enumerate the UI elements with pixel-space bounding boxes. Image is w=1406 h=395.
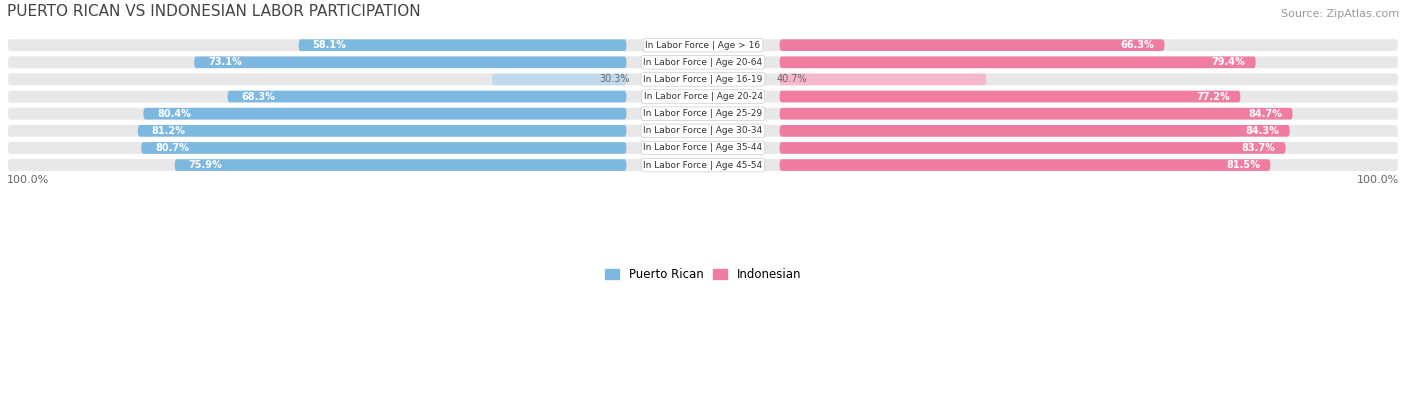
Text: 84.7%: 84.7% bbox=[1249, 109, 1282, 118]
FancyBboxPatch shape bbox=[7, 38, 1399, 52]
FancyBboxPatch shape bbox=[174, 159, 627, 171]
Text: 58.1%: 58.1% bbox=[312, 40, 346, 50]
Text: 83.7%: 83.7% bbox=[1241, 143, 1275, 153]
FancyBboxPatch shape bbox=[7, 55, 1399, 70]
FancyBboxPatch shape bbox=[228, 91, 627, 102]
Text: In Labor Force | Age 45-54: In Labor Force | Age 45-54 bbox=[644, 161, 762, 169]
FancyBboxPatch shape bbox=[779, 91, 1240, 102]
FancyBboxPatch shape bbox=[7, 107, 1399, 121]
FancyBboxPatch shape bbox=[298, 40, 627, 51]
Text: Source: ZipAtlas.com: Source: ZipAtlas.com bbox=[1281, 9, 1399, 19]
FancyBboxPatch shape bbox=[779, 125, 1289, 137]
Text: 100.0%: 100.0% bbox=[7, 175, 49, 186]
FancyBboxPatch shape bbox=[7, 90, 1399, 103]
Text: In Labor Force | Age 16-19: In Labor Force | Age 16-19 bbox=[644, 75, 762, 84]
Text: PUERTO RICAN VS INDONESIAN LABOR PARTICIPATION: PUERTO RICAN VS INDONESIAN LABOR PARTICI… bbox=[7, 4, 420, 19]
Legend: Puerto Rican, Indonesian: Puerto Rican, Indonesian bbox=[600, 263, 806, 286]
FancyBboxPatch shape bbox=[779, 108, 1292, 120]
FancyBboxPatch shape bbox=[138, 125, 627, 137]
Text: 30.3%: 30.3% bbox=[599, 74, 630, 85]
FancyBboxPatch shape bbox=[141, 142, 627, 154]
FancyBboxPatch shape bbox=[7, 158, 1399, 172]
Text: 80.7%: 80.7% bbox=[155, 143, 188, 153]
Text: 79.4%: 79.4% bbox=[1212, 57, 1246, 67]
Text: In Labor Force | Age 20-24: In Labor Force | Age 20-24 bbox=[644, 92, 762, 101]
Text: 81.5%: 81.5% bbox=[1226, 160, 1260, 170]
Text: 77.2%: 77.2% bbox=[1197, 92, 1230, 102]
Text: 68.3%: 68.3% bbox=[242, 92, 276, 102]
FancyBboxPatch shape bbox=[492, 73, 627, 85]
Text: In Labor Force | Age 35-44: In Labor Force | Age 35-44 bbox=[644, 143, 762, 152]
Text: 80.4%: 80.4% bbox=[157, 109, 191, 118]
Text: 40.7%: 40.7% bbox=[776, 74, 807, 85]
FancyBboxPatch shape bbox=[779, 142, 1285, 154]
Text: 81.2%: 81.2% bbox=[152, 126, 186, 136]
FancyBboxPatch shape bbox=[7, 72, 1399, 87]
Text: 73.1%: 73.1% bbox=[208, 57, 242, 67]
FancyBboxPatch shape bbox=[779, 40, 1164, 51]
Text: 66.3%: 66.3% bbox=[1121, 40, 1154, 50]
FancyBboxPatch shape bbox=[143, 108, 627, 120]
Text: In Labor Force | Age 25-29: In Labor Force | Age 25-29 bbox=[644, 109, 762, 118]
Text: 84.3%: 84.3% bbox=[1246, 126, 1279, 136]
Text: 75.9%: 75.9% bbox=[188, 160, 222, 170]
Text: 100.0%: 100.0% bbox=[1357, 175, 1399, 186]
Text: In Labor Force | Age 30-34: In Labor Force | Age 30-34 bbox=[644, 126, 762, 135]
FancyBboxPatch shape bbox=[779, 159, 1270, 171]
FancyBboxPatch shape bbox=[779, 56, 1256, 68]
Text: In Labor Force | Age 20-64: In Labor Force | Age 20-64 bbox=[644, 58, 762, 67]
FancyBboxPatch shape bbox=[194, 56, 627, 68]
Text: In Labor Force | Age > 16: In Labor Force | Age > 16 bbox=[645, 41, 761, 50]
FancyBboxPatch shape bbox=[7, 124, 1399, 138]
FancyBboxPatch shape bbox=[779, 73, 986, 85]
FancyBboxPatch shape bbox=[7, 141, 1399, 155]
